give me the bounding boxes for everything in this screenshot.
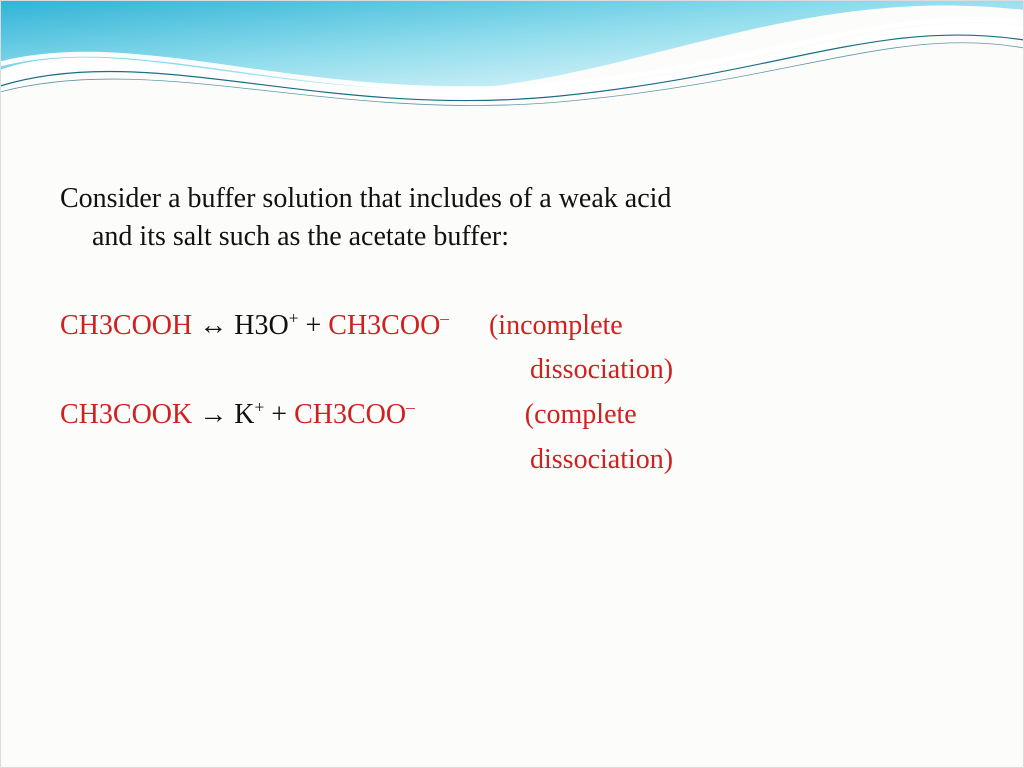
equation-2: CH3COOK → K+ + CH3COO– (complete [60, 393, 964, 438]
equation-2-expression: CH3COOK → K+ + CH3COO– [60, 393, 415, 438]
slide-content: Consider a buffer solution that includes… [60, 180, 964, 483]
eq2-note: (complete [525, 393, 637, 438]
eq1-rhs-2: CH3COO– [328, 310, 449, 341]
eq1-plus: + [298, 310, 328, 341]
eq2-rhs-1: K+ [234, 399, 264, 430]
eq2-rhs-2: CH3COO– [294, 399, 415, 430]
equation-1-expression: CH3COOH ↔ H3O+ + CH3COO– [60, 304, 449, 349]
eq1-lhs: CH3COOH [60, 310, 192, 341]
equation-block: CH3COOH ↔ H3O+ + CH3COO– (incomplete dis… [60, 304, 964, 483]
eq2-note-line2: dissociation) [60, 438, 964, 483]
eq1-rhs-1: H3O+ [234, 310, 298, 341]
eq2-lhs: CH3COOK [60, 399, 192, 430]
intro-paragraph: Consider a buffer solution that includes… [60, 180, 964, 256]
wave-header-decoration [0, 0, 1024, 160]
eq2-plus: + [264, 399, 294, 430]
slide: Consider a buffer solution that includes… [0, 0, 1024, 768]
intro-line2: and its salt such as the acetate buffer: [60, 218, 964, 256]
intro-line1: Consider a buffer solution that includes… [60, 183, 671, 214]
equation-1: CH3COOH ↔ H3O+ + CH3COO– (incomplete [60, 304, 964, 349]
eq1-note: (incomplete [489, 304, 623, 349]
eq2-arrow: → [199, 399, 227, 430]
eq1-note-line2: dissociation) [60, 348, 964, 393]
eq1-arrow: ↔ [199, 310, 227, 341]
